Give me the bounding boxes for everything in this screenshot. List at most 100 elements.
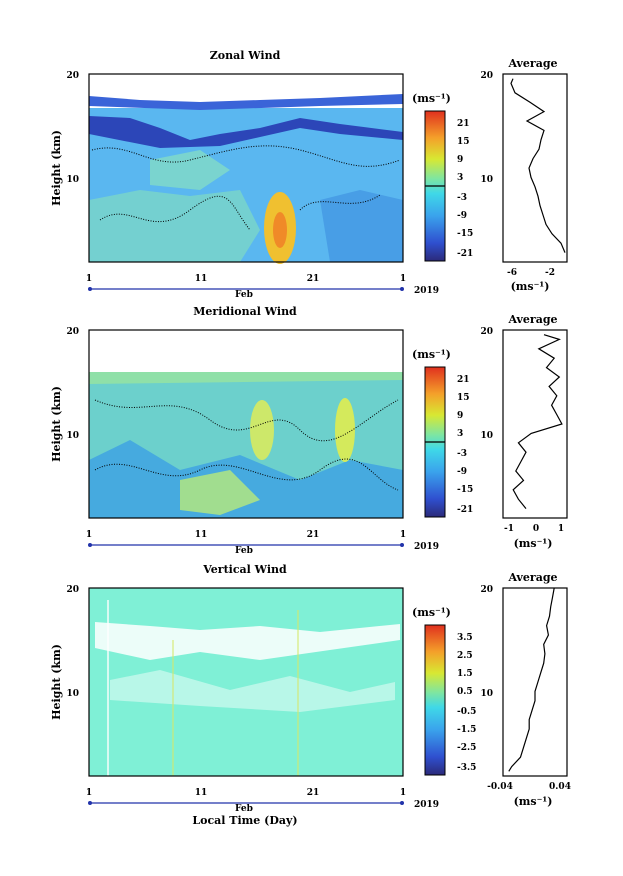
svg-text:3: 3 [457, 429, 463, 439]
svg-text:-21: -21 [457, 505, 473, 515]
meridional-wind-panel: Meridional Wind 20 10 Height (km) (ms⁻¹)… [50, 305, 568, 556]
svg-text:2.5: 2.5 [457, 651, 473, 661]
vertical-colorbar: (ms⁻¹) 3.5 2.5 1.5 0.5 -0.5 -1.5 -2.5 -3… [412, 606, 476, 776]
svg-text:-9: -9 [457, 467, 467, 477]
svg-text:20: 20 [480, 71, 493, 81]
svg-text:1: 1 [86, 788, 92, 798]
zonal-wind-panel: Zonal Wind 20 10 Height (km) (ms⁻¹) 21 1… [50, 49, 568, 300]
svg-text:-15: -15 [457, 229, 473, 239]
svg-text:Feb: Feb [235, 290, 253, 300]
svg-text:20: 20 [66, 585, 79, 595]
svg-text:21: 21 [457, 375, 470, 385]
vertical-field-base [89, 588, 403, 776]
vertical-average-profile: Average 20 10 -0.04 0.04 (ms⁻¹) [480, 571, 570, 808]
svg-text:10: 10 [480, 689, 493, 699]
svg-text:2019: 2019 [414, 286, 439, 296]
vertical-frame [88, 587, 404, 777]
svg-text:9: 9 [457, 155, 463, 165]
meridional-heatmap [88, 329, 404, 519]
meridional-average-line [512, 334, 563, 509]
svg-text:-21: -21 [457, 249, 473, 259]
svg-text:3.5: 3.5 [457, 633, 473, 643]
svg-text:-3: -3 [457, 193, 467, 203]
svg-text:15: 15 [457, 393, 470, 403]
svg-text:1: 1 [400, 788, 406, 798]
svg-text:15: 15 [457, 137, 470, 147]
svg-text:-3: -3 [457, 449, 467, 459]
svg-text:10: 10 [66, 689, 79, 699]
svg-text:Average: Average [507, 571, 557, 584]
svg-text:0.5: 0.5 [457, 687, 473, 697]
svg-text:10: 10 [66, 431, 79, 441]
svg-text:Average: Average [507, 313, 557, 326]
zonal-title: Zonal Wind [210, 49, 281, 62]
meridional-colorbar: (ms⁻¹) 21 15 9 3 -3 -9 -15 -21 [412, 348, 473, 518]
zonal-time-axis: 1 11 21 1 Feb 2019 [86, 274, 439, 300]
svg-text:Feb: Feb [235, 546, 253, 556]
svg-text:0: 0 [533, 524, 539, 534]
svg-text:0.04: 0.04 [549, 782, 571, 792]
svg-text:10: 10 [480, 175, 493, 185]
zonal-average-line [510, 78, 566, 253]
svg-text:2019: 2019 [414, 542, 439, 552]
meridional-title: Meridional Wind [193, 305, 297, 318]
svg-text:1: 1 [558, 524, 564, 534]
svg-text:2019: 2019 [414, 800, 439, 810]
svg-text:21: 21 [307, 530, 320, 540]
zonal-upper-jet [89, 94, 403, 110]
vertical-heatmap [88, 587, 404, 777]
zonal-ytick-20: 20 [66, 71, 79, 81]
svg-text:-2.5: -2.5 [457, 743, 476, 753]
svg-text:Feb: Feb [235, 804, 253, 814]
svg-text:1: 1 [400, 530, 406, 540]
svg-text:21: 21 [457, 119, 470, 129]
time-axis-label: Local Time (Day) [192, 814, 297, 827]
svg-text:-1.5: -1.5 [457, 725, 476, 735]
svg-text:10: 10 [480, 431, 493, 441]
zonal-ylabel: Height (km) [50, 130, 63, 206]
svg-text:(ms⁻¹): (ms⁻¹) [514, 795, 553, 808]
meridional-average-profile: Average 20 10 -1 0 1 (ms⁻¹) [480, 313, 568, 550]
vertical-time-axis: 1 11 21 1 Feb 2019 [86, 788, 439, 814]
svg-text:20: 20 [66, 327, 79, 337]
svg-text:21: 21 [307, 788, 320, 798]
svg-text:1.5: 1.5 [457, 669, 473, 679]
svg-text:(ms⁻¹): (ms⁻¹) [412, 606, 451, 619]
zonal-colorbar-unit: (ms⁻¹) [412, 92, 451, 105]
svg-text:-3.5: -3.5 [457, 763, 476, 773]
zonal-ytick-10: 10 [66, 175, 79, 185]
svg-text:11: 11 [195, 530, 208, 540]
zonal-average-profile: Average 20 10 -6 -2 (ms⁻¹) [480, 57, 568, 293]
zonal-colorbar: (ms⁻¹) 21 15 9 3 -3 -9 -15 -21 [412, 92, 473, 262]
svg-text:20: 20 [480, 327, 493, 337]
svg-text:1: 1 [400, 274, 406, 284]
vertical-ylabel: Height (km) [50, 644, 63, 720]
svg-text:1: 1 [86, 274, 92, 284]
zonal-westerly-band [89, 116, 403, 148]
zonal-frame [88, 73, 404, 263]
svg-text:1: 1 [86, 530, 92, 540]
vertical-title: Vertical Wind [202, 563, 287, 576]
svg-text:-2: -2 [545, 268, 555, 278]
svg-text:-0.5: -0.5 [457, 707, 476, 717]
meridional-frame [88, 329, 404, 519]
svg-text:9: 9 [457, 411, 463, 421]
svg-text:3: 3 [457, 173, 463, 183]
svg-text:-6: -6 [507, 268, 517, 278]
svg-text:(ms⁻¹): (ms⁻¹) [412, 348, 451, 361]
zonal-average-xlabel: (ms⁻¹) [511, 280, 550, 293]
svg-text:11: 11 [195, 274, 208, 284]
zonal-heatmap [88, 73, 404, 264]
svg-text:-15: -15 [457, 485, 473, 495]
svg-text:11: 11 [195, 788, 208, 798]
svg-text:-0.04: -0.04 [487, 782, 513, 792]
meridional-time-axis: 1 11 21 1 Feb 2019 [86, 530, 439, 556]
svg-text:(ms⁻¹): (ms⁻¹) [514, 537, 553, 550]
zonal-average-title: Average [507, 57, 557, 70]
svg-text:-1: -1 [504, 524, 514, 534]
svg-text:-9: -9 [457, 211, 467, 221]
meridional-zero-contour [94, 399, 399, 442]
vertical-average-line [508, 587, 555, 772]
meridional-ylabel: Height (km) [50, 386, 63, 462]
